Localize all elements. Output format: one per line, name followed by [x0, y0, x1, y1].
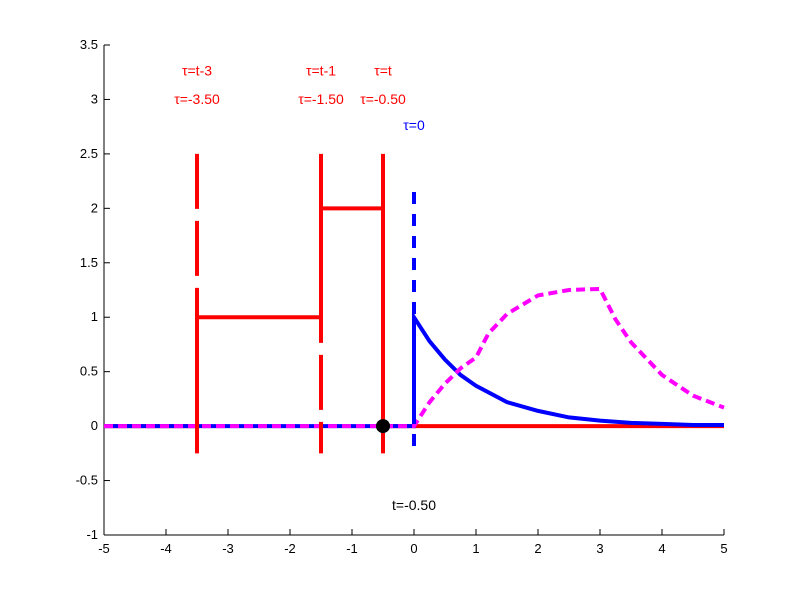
- x-tick-label: 0: [410, 541, 417, 556]
- y-tick-label: -0.5: [76, 473, 98, 488]
- y-tick-label: 1: [91, 309, 98, 324]
- x-tick-label: -2: [284, 541, 296, 556]
- y-tick-label: 3.5: [80, 37, 98, 52]
- marker-label-tau-zero: τ=0: [403, 117, 425, 133]
- x-tick-label: 1: [472, 541, 479, 556]
- series-line-convolution-output: [104, 286, 725, 429]
- y-tick-label: 1.5: [80, 255, 98, 270]
- vertical-markers: [195, 153, 416, 454]
- annotation-time-readout: t=-0.50: [392, 497, 436, 513]
- point-marker-tau-t-marker: [376, 419, 390, 434]
- y-tick-label: 2.5: [80, 146, 98, 161]
- x-tick-label: 3: [596, 541, 603, 556]
- annotations: τ=t-3 τ=-3.50 τ=t-1 τ=-1.50 τ=t τ=-0.50 τ=0 t=-…: [174, 62, 436, 512]
- x-tick-label: 2: [534, 541, 541, 556]
- y-tick-label: 3: [91, 91, 98, 106]
- y-tick-label: 0: [91, 418, 98, 433]
- y-tick-label: 2: [91, 200, 98, 215]
- marker-value-tau-t: τ=-0.50: [360, 91, 406, 107]
- marker-label-tau-t-minus-1: τ=t-1: [306, 62, 336, 78]
- axes: -5 -4 -3 -2 -1 0 1 2 3 4 5 -1 -0.5 0 0.5 1 1.5 2 2.5 3 3.5: [76, 37, 728, 556]
- y-tick-label: -1: [86, 527, 98, 542]
- x-tick-label: 5: [720, 541, 727, 556]
- x-tick-label: -3: [222, 541, 234, 556]
- x-tick-label: -1: [346, 541, 358, 556]
- x-tick-label: -5: [98, 541, 110, 556]
- series-line-impulse-response: [104, 310, 724, 429]
- x-tick-label: 4: [658, 541, 665, 556]
- marker-label-tau-t-minus-3: τ=t-3: [182, 62, 212, 78]
- marker-label-tau-t: τ=t: [374, 62, 392, 78]
- marker-value-tau-t-minus-1: τ=-1.50: [298, 91, 344, 107]
- x-tick-label: -4: [160, 541, 172, 556]
- y-tick-label: 0.5: [80, 364, 98, 379]
- marker-value-tau-t-minus-3: τ=-3.50: [174, 91, 220, 107]
